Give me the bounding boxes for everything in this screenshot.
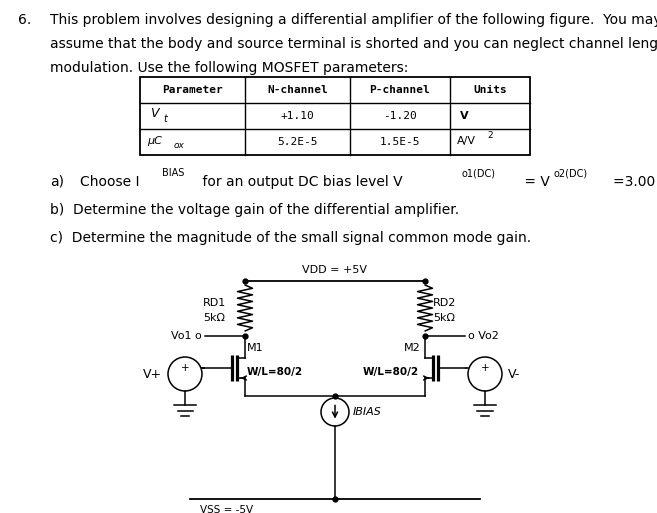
Text: 2: 2	[487, 131, 493, 141]
Text: IBIAS: IBIAS	[353, 407, 382, 417]
Text: c)  Determine the magnitude of the small signal common mode gain.: c) Determine the magnitude of the small …	[50, 231, 531, 245]
Text: RD1: RD1	[203, 298, 226, 308]
Text: +: +	[481, 363, 489, 373]
Text: A/V: A/V	[457, 136, 476, 146]
Text: a): a)	[50, 175, 64, 189]
Text: M1: M1	[247, 343, 263, 353]
Text: P-channel: P-channel	[370, 85, 430, 95]
Text: -1.20: -1.20	[383, 111, 417, 121]
Text: modulation. Use the following MOSFET parameters:: modulation. Use the following MOSFET par…	[50, 61, 409, 75]
Text: 5kΩ: 5kΩ	[433, 313, 455, 323]
Text: W/L=80/2: W/L=80/2	[247, 367, 303, 377]
Text: 6.: 6.	[18, 13, 32, 27]
Text: = V: = V	[520, 175, 550, 189]
Text: 5.2E-5: 5.2E-5	[277, 137, 318, 147]
Text: M2: M2	[404, 343, 421, 353]
Text: V+: V+	[143, 367, 162, 381]
Text: Parameter: Parameter	[162, 85, 223, 95]
Text: V: V	[460, 111, 468, 121]
Text: Vo1 o: Vo1 o	[171, 331, 202, 341]
Text: o Vo2: o Vo2	[468, 331, 499, 341]
Text: ox: ox	[174, 142, 185, 150]
Text: W/L=80/2: W/L=80/2	[363, 367, 419, 377]
Text: =3.00 V.: =3.00 V.	[613, 175, 657, 189]
Text: Units: Units	[473, 85, 507, 95]
Text: BIAS: BIAS	[162, 168, 185, 178]
Text: V: V	[150, 108, 158, 121]
Text: t: t	[163, 114, 167, 124]
Text: Choose I: Choose I	[80, 175, 139, 189]
Text: This problem involves designing a differential amplifier of the following figure: This problem involves designing a differ…	[50, 13, 657, 27]
Text: VDD = +5V: VDD = +5V	[302, 265, 367, 275]
Text: +: +	[181, 363, 189, 373]
Text: o1(DC): o1(DC)	[461, 168, 495, 178]
Text: +1.10: +1.10	[281, 111, 315, 121]
Text: b)  Determine the voltage gain of the differential amplifier.: b) Determine the voltage gain of the dif…	[50, 203, 459, 217]
Text: RD2: RD2	[433, 298, 457, 308]
Text: μC: μC	[147, 136, 162, 146]
Text: V-: V-	[508, 367, 520, 381]
Text: 1.5E-5: 1.5E-5	[380, 137, 420, 147]
Text: 5kΩ: 5kΩ	[203, 313, 225, 323]
Text: assume that the body and source terminal is shorted and you can neglect channel : assume that the body and source terminal…	[50, 37, 657, 51]
Bar	[140, 77, 530, 155]
Text: VSS = -5V: VSS = -5V	[200, 505, 253, 513]
Text: o2(DC): o2(DC)	[554, 168, 588, 178]
Text: N-channel: N-channel	[267, 85, 328, 95]
Text: for an output DC bias level V: for an output DC bias level V	[198, 175, 403, 189]
